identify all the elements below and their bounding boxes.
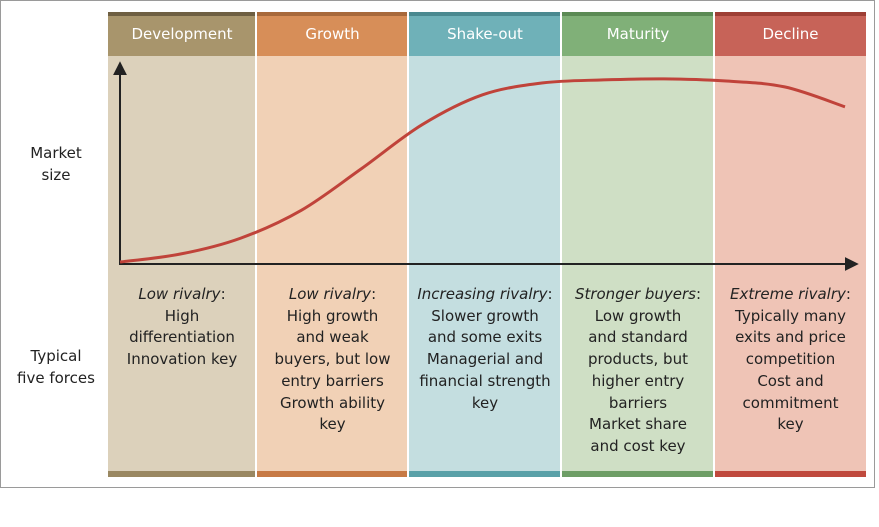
forces-line: Slower growth xyxy=(431,306,539,325)
stage-title: Growth xyxy=(305,25,360,43)
forces-line: financial strength xyxy=(419,371,551,390)
forces-heading: Stronger buyers: xyxy=(574,285,702,303)
forces-line: Innovation key xyxy=(126,350,238,369)
forces-line: barriers xyxy=(608,393,668,412)
forces-heading: Low rivalry: xyxy=(138,285,226,303)
forces-title: Low rivalry xyxy=(288,285,372,303)
forces-line: and weak xyxy=(296,328,369,347)
stage-header-cap xyxy=(562,12,714,16)
row-label-line: Market xyxy=(30,144,82,162)
stage-header: Shake-out xyxy=(409,12,561,56)
forces-line: competition xyxy=(745,350,836,369)
stage-footer-band xyxy=(409,471,561,477)
stage-footer-band xyxy=(108,471,256,477)
market-size-curve xyxy=(119,77,846,264)
forces-line: High xyxy=(164,306,200,325)
stage-title: Maturity xyxy=(606,25,670,43)
forces-line: commitment xyxy=(742,393,839,412)
forces-line: and some exits xyxy=(427,328,543,347)
stage-separator xyxy=(560,12,562,477)
row-label-market-size: Market size xyxy=(8,142,104,186)
stage-five-forces: Stronger buyers: Low growth and standard pr… xyxy=(566,284,710,458)
forces-line: Cost and xyxy=(757,371,824,390)
stage-separator xyxy=(713,12,715,477)
stage-header: Decline xyxy=(715,12,866,56)
stage-title: Development xyxy=(131,25,233,43)
forces-line: higher entry xyxy=(591,371,685,390)
row-label-line: five forces xyxy=(17,369,95,387)
forces-title: Stronger buyers xyxy=(574,285,696,303)
stage-separator xyxy=(255,12,257,477)
forces-line: exits and price xyxy=(735,328,846,347)
forces-line: key xyxy=(319,415,346,434)
stage-header-cap xyxy=(715,12,866,16)
stage-header-cap xyxy=(108,12,256,16)
forces-line: entry barriers xyxy=(281,371,384,390)
stage-header: Growth xyxy=(257,12,408,56)
row-label-line: Typical xyxy=(30,347,82,365)
stage-header-cap xyxy=(257,12,408,16)
row-label-five-forces: Typical five forces xyxy=(8,345,104,389)
forces-line: buyers, but low xyxy=(274,350,391,369)
stage-footer-band xyxy=(257,471,408,477)
stage-header: Maturity xyxy=(562,12,714,56)
forces-line: Market share xyxy=(589,415,687,434)
forces-heading: Extreme rivalry: xyxy=(730,285,851,303)
stage-five-forces: Extreme rivalry: Typically many exits and … xyxy=(719,284,862,436)
forces-title: Increasing rivalry xyxy=(417,285,548,303)
stage-five-forces: Low rivalry: High growth and weak buyers, b… xyxy=(261,284,404,436)
forces-line: and standard xyxy=(588,328,688,347)
forces-title: Extreme rivalry xyxy=(730,285,846,303)
forces-line: key xyxy=(777,415,804,434)
stage-five-forces: Low rivalry: High differentiation Innovatio… xyxy=(112,284,252,371)
forces-line: High growth xyxy=(286,306,379,325)
forces-line: differentiation xyxy=(129,328,235,347)
forces-heading: Low rivalry: xyxy=(288,285,377,303)
stage-header-cap xyxy=(409,12,561,16)
forces-line: Typically many xyxy=(735,306,846,325)
stage-footer-band xyxy=(562,471,714,477)
forces-line: key xyxy=(471,393,499,412)
stage-footer-band xyxy=(715,471,866,477)
forces-line: products, but xyxy=(588,350,688,369)
forces-heading: Increasing rivalry: xyxy=(417,285,553,303)
forces-line: Low growth xyxy=(594,306,682,325)
row-label-line: size xyxy=(41,166,71,184)
forces-line: and cost key xyxy=(590,436,686,455)
forces-title: Low rivalry xyxy=(138,285,221,303)
stage-title: Decline xyxy=(762,25,819,43)
diagram-frame xyxy=(0,0,875,488)
stage-header: Development xyxy=(108,12,256,56)
stage-title: Shake-out xyxy=(447,25,523,43)
forces-line: Managerial and xyxy=(426,350,544,369)
stage-separator xyxy=(407,12,409,477)
forces-line: Growth ability xyxy=(279,393,386,412)
stage-five-forces: Increasing rivalry: Slower growth and some… xyxy=(413,284,557,414)
